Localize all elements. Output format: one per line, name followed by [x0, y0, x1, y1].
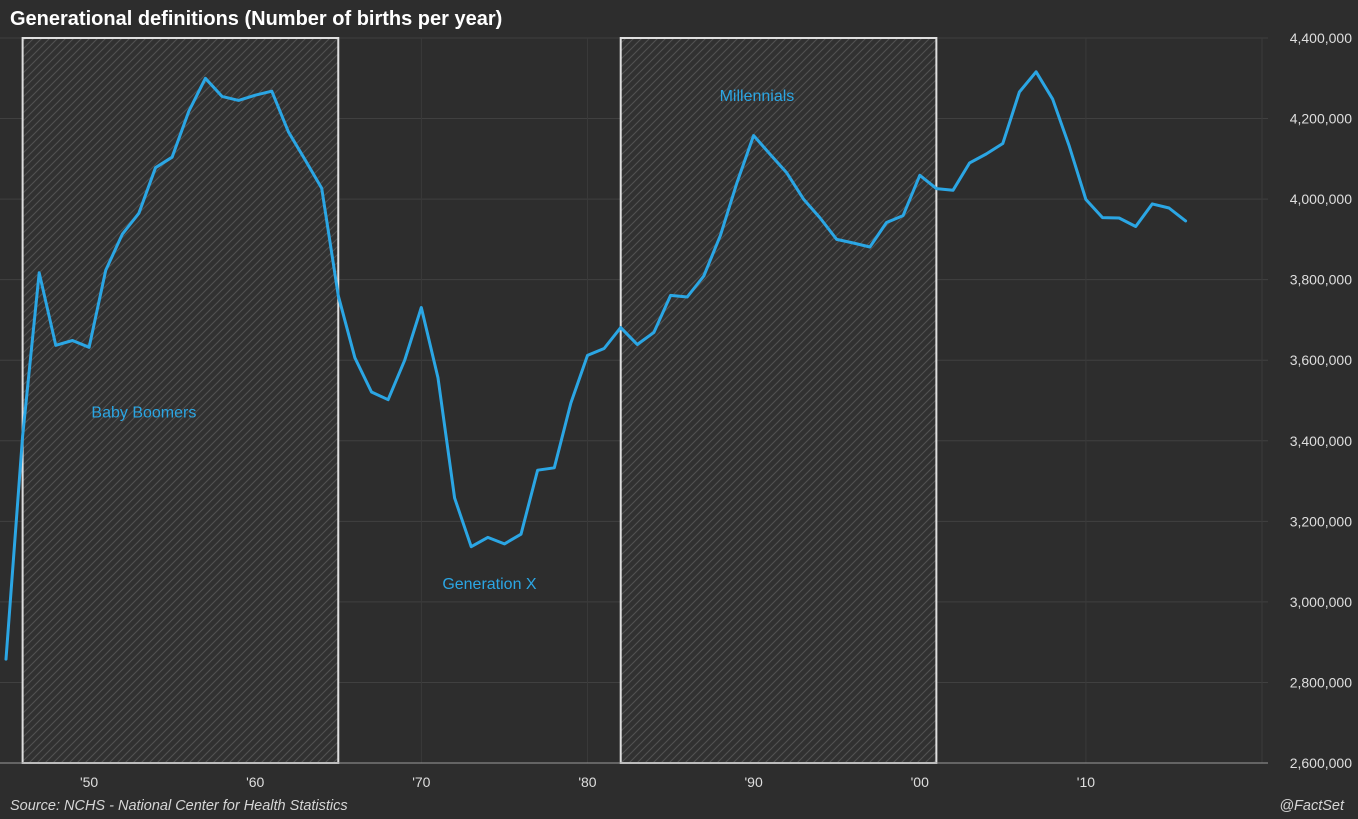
- y-tick-label: 2,600,000: [1290, 755, 1352, 771]
- x-tick-label: '60: [246, 774, 264, 790]
- y-tick-label: 3,000,000: [1290, 594, 1352, 610]
- y-tick-label: 3,600,000: [1290, 352, 1352, 368]
- x-axis-labels: '50 '60 '70 '80 '90 '00 '10: [80, 774, 1095, 790]
- x-tick-label: '70: [412, 774, 430, 790]
- y-tick-label: 4,400,000: [1290, 30, 1352, 46]
- factset-brand: @FactSet: [1279, 798, 1344, 814]
- births-series-line: [4, 70, 1188, 661]
- annotation-generation-x: Generation X: [442, 576, 537, 593]
- x-tick-label: '50: [80, 774, 98, 790]
- y-tick-label: 3,800,000: [1290, 272, 1352, 288]
- annotation-millennials: Millennials: [720, 88, 795, 105]
- y-axis-labels: 2,600,000 2,800,000 3,000,000 3,200,000 3,40…: [1290, 30, 1352, 771]
- x-tick-label: '80: [578, 774, 596, 790]
- y-tick-label: 4,200,000: [1290, 111, 1352, 127]
- y-tick-label: 2,800,000: [1290, 674, 1352, 690]
- y-tick-label: 3,400,000: [1290, 433, 1352, 449]
- x-tick-label: '90: [744, 774, 762, 790]
- y-tick-label: 3,200,000: [1290, 513, 1352, 529]
- band-baby-boomers: [21, 37, 340, 764]
- chart-footer: Source: NCHS - National Center for Healt…: [10, 798, 1344, 814]
- chart-title: Generational definitions (Number of birt…: [10, 8, 503, 30]
- annotation-baby-boomers: Baby Boomers: [91, 405, 196, 422]
- source-note: Source: NCHS - National Center for Healt…: [10, 798, 348, 814]
- y-tick-label: 4,000,000: [1290, 191, 1352, 207]
- x-tick-label: '10: [1077, 774, 1095, 790]
- band-millennials: [619, 37, 938, 764]
- x-tick-label: '00: [911, 774, 929, 790]
